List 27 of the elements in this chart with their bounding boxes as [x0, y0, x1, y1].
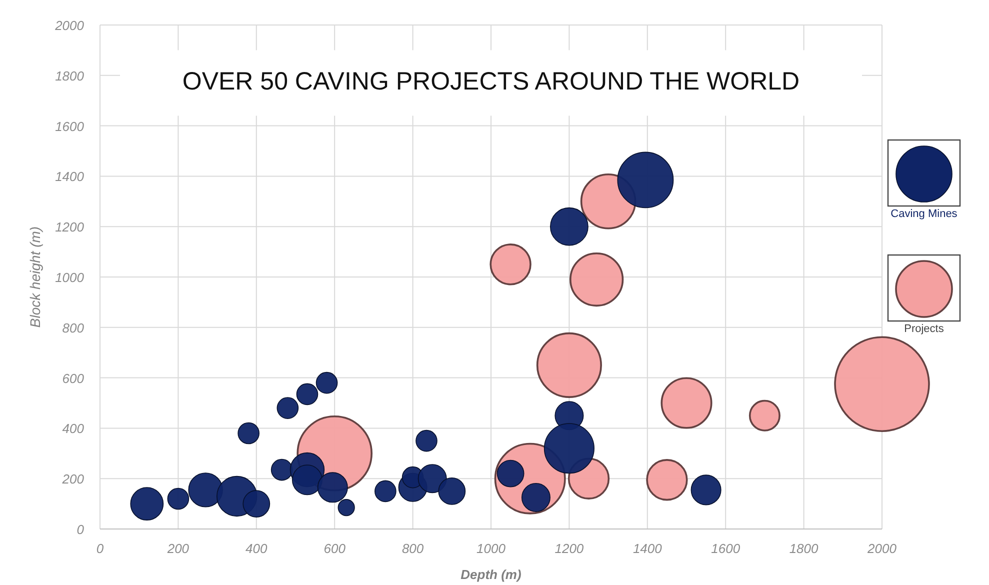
- x-tick-label: 1600: [711, 541, 741, 556]
- x-tick-label: 1200: [554, 541, 584, 556]
- y-tick-label: 400: [62, 421, 85, 436]
- y-tick-label: 1600: [55, 118, 85, 134]
- x-tick-label: 400: [246, 541, 268, 556]
- text: OVER 50 CAVING PROJECTS AROUND THE WORLD: [182, 67, 800, 96]
- x-tick-label: 1400: [632, 541, 663, 556]
- y-tick-label: 2000: [54, 18, 85, 33]
- series-label: Projects: [904, 323, 944, 335]
- y-tick-label: 200: [61, 472, 85, 487]
- x-tick-label: 0: [96, 541, 104, 556]
- x-tick-label: 2000: [866, 541, 898, 556]
- x-tick-label: 800: [402, 541, 424, 556]
- x-tick-label: 1000: [476, 541, 506, 556]
- y-tick-label: 1200: [55, 220, 85, 235]
- x-tick-label: 1800: [789, 541, 820, 556]
- y-tick-label: 1400: [55, 169, 85, 184]
- x-axis-title: Depth (m): [460, 567, 522, 582]
- y-tick-label: 1000: [55, 270, 85, 285]
- y-axis-title: Block height (m): [27, 226, 43, 328]
- x-tick-label: 600: [324, 541, 346, 556]
- y-tick-label: 0: [76, 522, 85, 537]
- x-tick-label: 200: [166, 541, 190, 556]
- y-tick-label: 600: [62, 370, 85, 386]
- y-tick-label: 1800: [55, 68, 85, 84]
- y-tick-label: 800: [62, 320, 85, 336]
- text: Caving Mines: [890, 208, 958, 220]
